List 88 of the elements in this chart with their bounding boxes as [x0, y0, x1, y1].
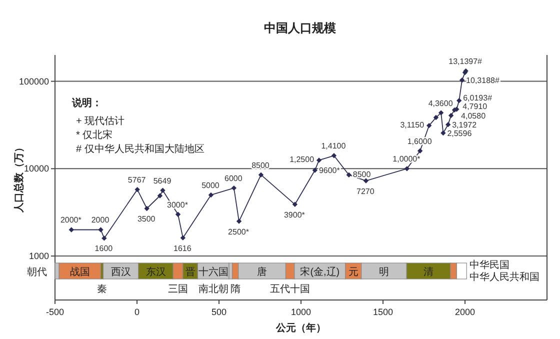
point: [346, 172, 352, 178]
annotation: * 仅北宋: [76, 129, 113, 141]
annotation: + 现代估计: [76, 115, 125, 127]
x-tick-label: 1000: [290, 307, 312, 317]
annotation: 说明：: [71, 97, 102, 109]
data-label: 5000: [202, 180, 220, 190]
data-label: 3900*: [284, 210, 305, 220]
band-label: 西汉: [110, 266, 131, 278]
data-label: 9600*: [318, 166, 340, 176]
point: [160, 188, 166, 193]
point: [456, 98, 462, 104]
point: [312, 168, 318, 173]
data-label: 6,0193#: [463, 94, 493, 103]
point: [459, 78, 465, 83]
data-label: 7270: [356, 186, 375, 196]
point: [363, 178, 369, 184]
band-label: 三国: [168, 284, 188, 295]
point: [144, 206, 150, 212]
point: [68, 227, 74, 232]
band-label: 十六国: [198, 266, 228, 278]
y-tick-label: 1000: [28, 251, 49, 262]
band-label: 五代十国: [270, 283, 310, 295]
band-label: 元: [348, 267, 358, 278]
band-label: 战国: [70, 266, 90, 278]
y-tick-label: 10000: [24, 164, 49, 174]
point: [438, 110, 444, 116]
data-label: 5649: [153, 176, 172, 186]
point: [417, 148, 423, 154]
band-label: 明: [378, 267, 389, 278]
x-tick-label: 2000: [454, 307, 476, 317]
band-label: 晋: [185, 267, 196, 278]
band-label: 隋: [230, 283, 240, 295]
data-label: 3,1150: [400, 120, 425, 130]
point: [102, 236, 107, 241]
data-label: 1,2500: [290, 155, 315, 164]
point: [134, 186, 140, 192]
point: [433, 114, 439, 120]
data-label: 1600: [94, 244, 114, 254]
point: [98, 227, 104, 232]
data-label: 4,3600: [428, 98, 454, 108]
data-label: 2500*: [228, 227, 249, 236]
data-label: 2,5596: [447, 129, 472, 138]
point: [292, 202, 298, 208]
point: [331, 153, 337, 158]
data-label: 5767: [128, 176, 146, 185]
point: [426, 122, 432, 128]
point: [440, 130, 446, 136]
x-tick-label: 1500: [372, 307, 394, 317]
annotation: # 仅中华人民共和国大陆地区: [76, 143, 204, 155]
point: [448, 112, 454, 118]
chart-title: 中国人口规模: [264, 21, 336, 35]
data-label: 6000: [224, 174, 243, 184]
data-label: 13,1397#: [448, 56, 483, 66]
point: [446, 122, 451, 128]
data-label: 8500: [252, 160, 270, 170]
data-label: 2000: [91, 216, 110, 225]
x-axis-title: 公元（年）: [275, 322, 326, 334]
x-tick-label: -500: [46, 307, 64, 317]
band-label: 秦: [96, 284, 107, 295]
band-label: 中华人民共和国: [470, 271, 540, 283]
point: [175, 212, 181, 217]
y-tick-label: 100000: [18, 76, 49, 86]
band-label: 清: [424, 266, 434, 278]
point: [316, 158, 322, 163]
point: [157, 193, 163, 198]
data-label: 1,4100: [321, 142, 346, 151]
data-label: 2000*: [60, 216, 82, 225]
point: [208, 192, 214, 198]
point: [180, 235, 186, 240]
point: [404, 166, 410, 172]
point: [231, 185, 237, 191]
data-label: 3,1972: [452, 120, 478, 130]
point: [258, 172, 264, 178]
band-label: 宋(金,辽): [300, 266, 340, 278]
band-label: 唐: [257, 266, 268, 278]
band-label: 东汉: [146, 266, 166, 278]
text: 朝代: [27, 266, 47, 278]
band-label: 南北朝: [198, 283, 228, 295]
data-label: 4,0580: [461, 112, 486, 121]
data-label: 3500: [137, 214, 156, 224]
point: [236, 218, 242, 224]
x-tick-label: 0: [134, 307, 140, 317]
band-label: 中华民国: [470, 259, 510, 271]
data-label: 4,7910: [462, 102, 488, 112]
x-tick-label: 500: [211, 307, 227, 317]
y-axis-title: 人口总数（万）: [13, 142, 25, 214]
data-label: 1616: [174, 244, 192, 253]
data-label: 8500: [352, 170, 372, 179]
